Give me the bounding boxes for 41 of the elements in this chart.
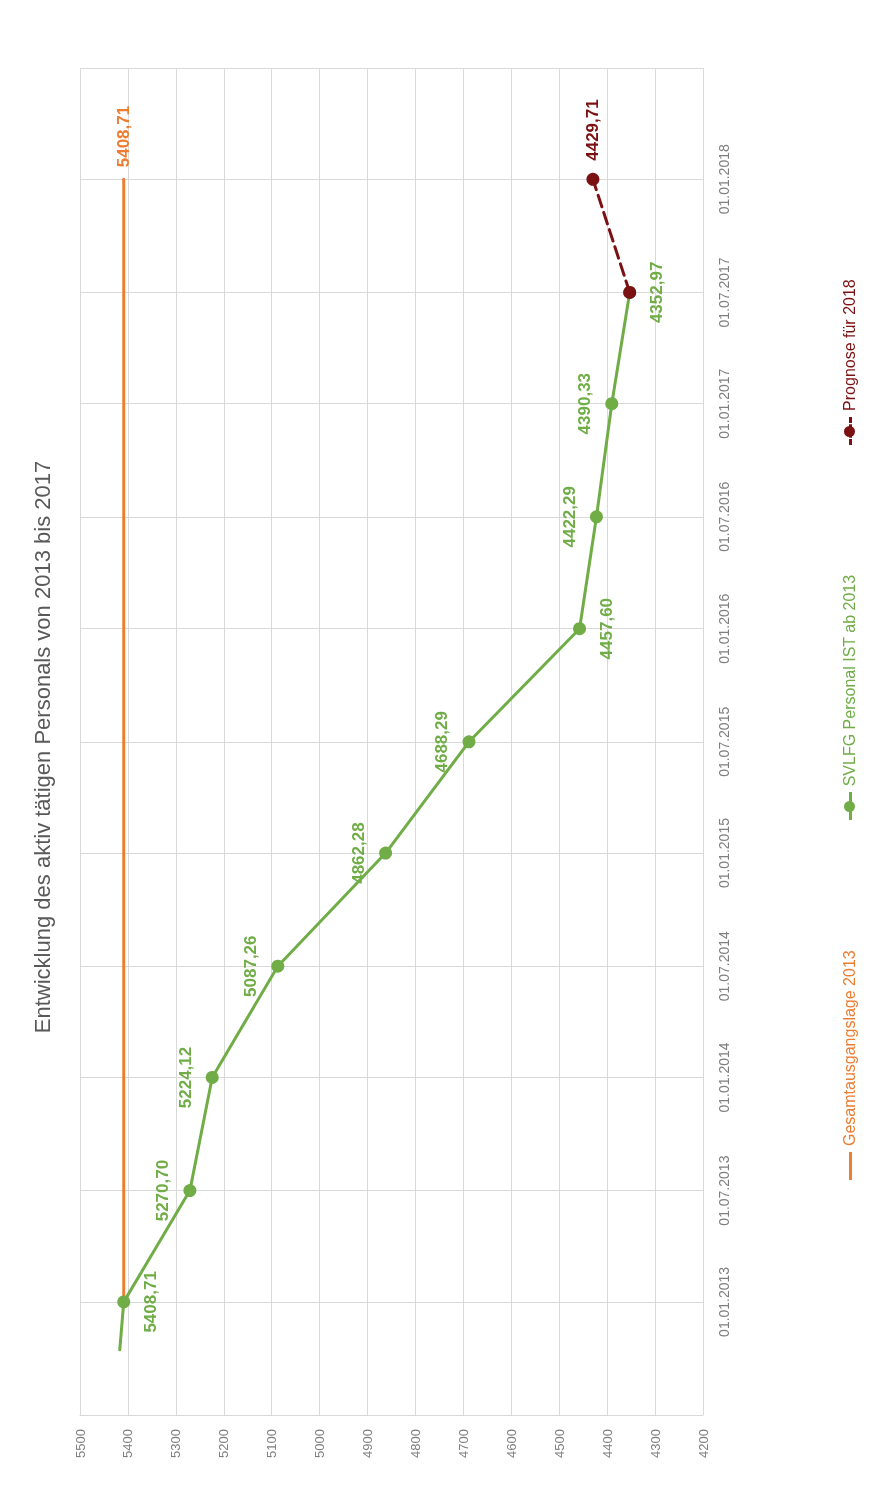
text: SVLFG Personal IST ab 2013 [841,574,859,787]
y-tick-label: 01.07.2015 [716,706,732,777]
data-label: 4422,29 [559,486,579,548]
data-label: 4457,60 [597,597,617,660]
y-tick-label: 01.01.2016 [716,593,732,664]
x-tick-label: 5000 [312,1429,328,1458]
data-label: 4352,97 [647,261,667,324]
data-label: 4429,71 [583,99,603,161]
x-tick-label: 5300 [168,1429,184,1458]
data-label: 5087,26 [241,935,261,997]
x-tick-label: 4700 [455,1429,471,1458]
y-tick-label: 01.07.2014 [716,930,732,1002]
y-tick-label: 01.07.2013 [716,1155,732,1226]
y-tick-label: 01.07.2016 [716,481,732,552]
y-tick-label: 01.01.2015 [716,817,732,889]
y-tick-label: 01.01.2018 [716,144,732,215]
data-label: 5224,12 [175,1046,195,1109]
y-tick-label: 01.01.2014 [716,1042,732,1113]
x-tick-label: 4500 [551,1429,567,1458]
y-tick-label: 01.01.2017 [716,368,732,439]
text: Entwicklung des aktiv tätigen Personals von 2013 bis 2017 [29,460,55,1034]
y-tick-label: 01.01.2013 [716,1266,732,1337]
data-label: 4688,29 [432,711,452,773]
data-label: 5408,71 [141,1271,161,1333]
text: Gesamtausgangslage 2013 [841,950,859,1146]
x-tick-label: 5500 [72,1429,88,1458]
x-tick-label: 5400 [120,1429,136,1458]
x-tick-label: 4400 [599,1429,615,1458]
x-tick-label: 4300 [647,1429,663,1458]
x-tick-label: 4900 [360,1429,376,1458]
data-label: 5270,70 [153,1159,173,1222]
x-tick-label: 4600 [503,1429,519,1458]
data-label: 4862,28 [349,822,369,884]
data-label: 5408,71 [114,105,134,168]
x-tick-label: 4200 [695,1429,711,1458]
x-tick-label: 5100 [264,1429,280,1458]
text: Prognose für 2018 [841,279,859,411]
data-label: 4390,33 [575,372,595,435]
y-tick-label: 01.07.2017 [716,257,732,328]
x-tick-label: 4800 [407,1429,423,1458]
x-tick-label: 5200 [216,1429,232,1458]
